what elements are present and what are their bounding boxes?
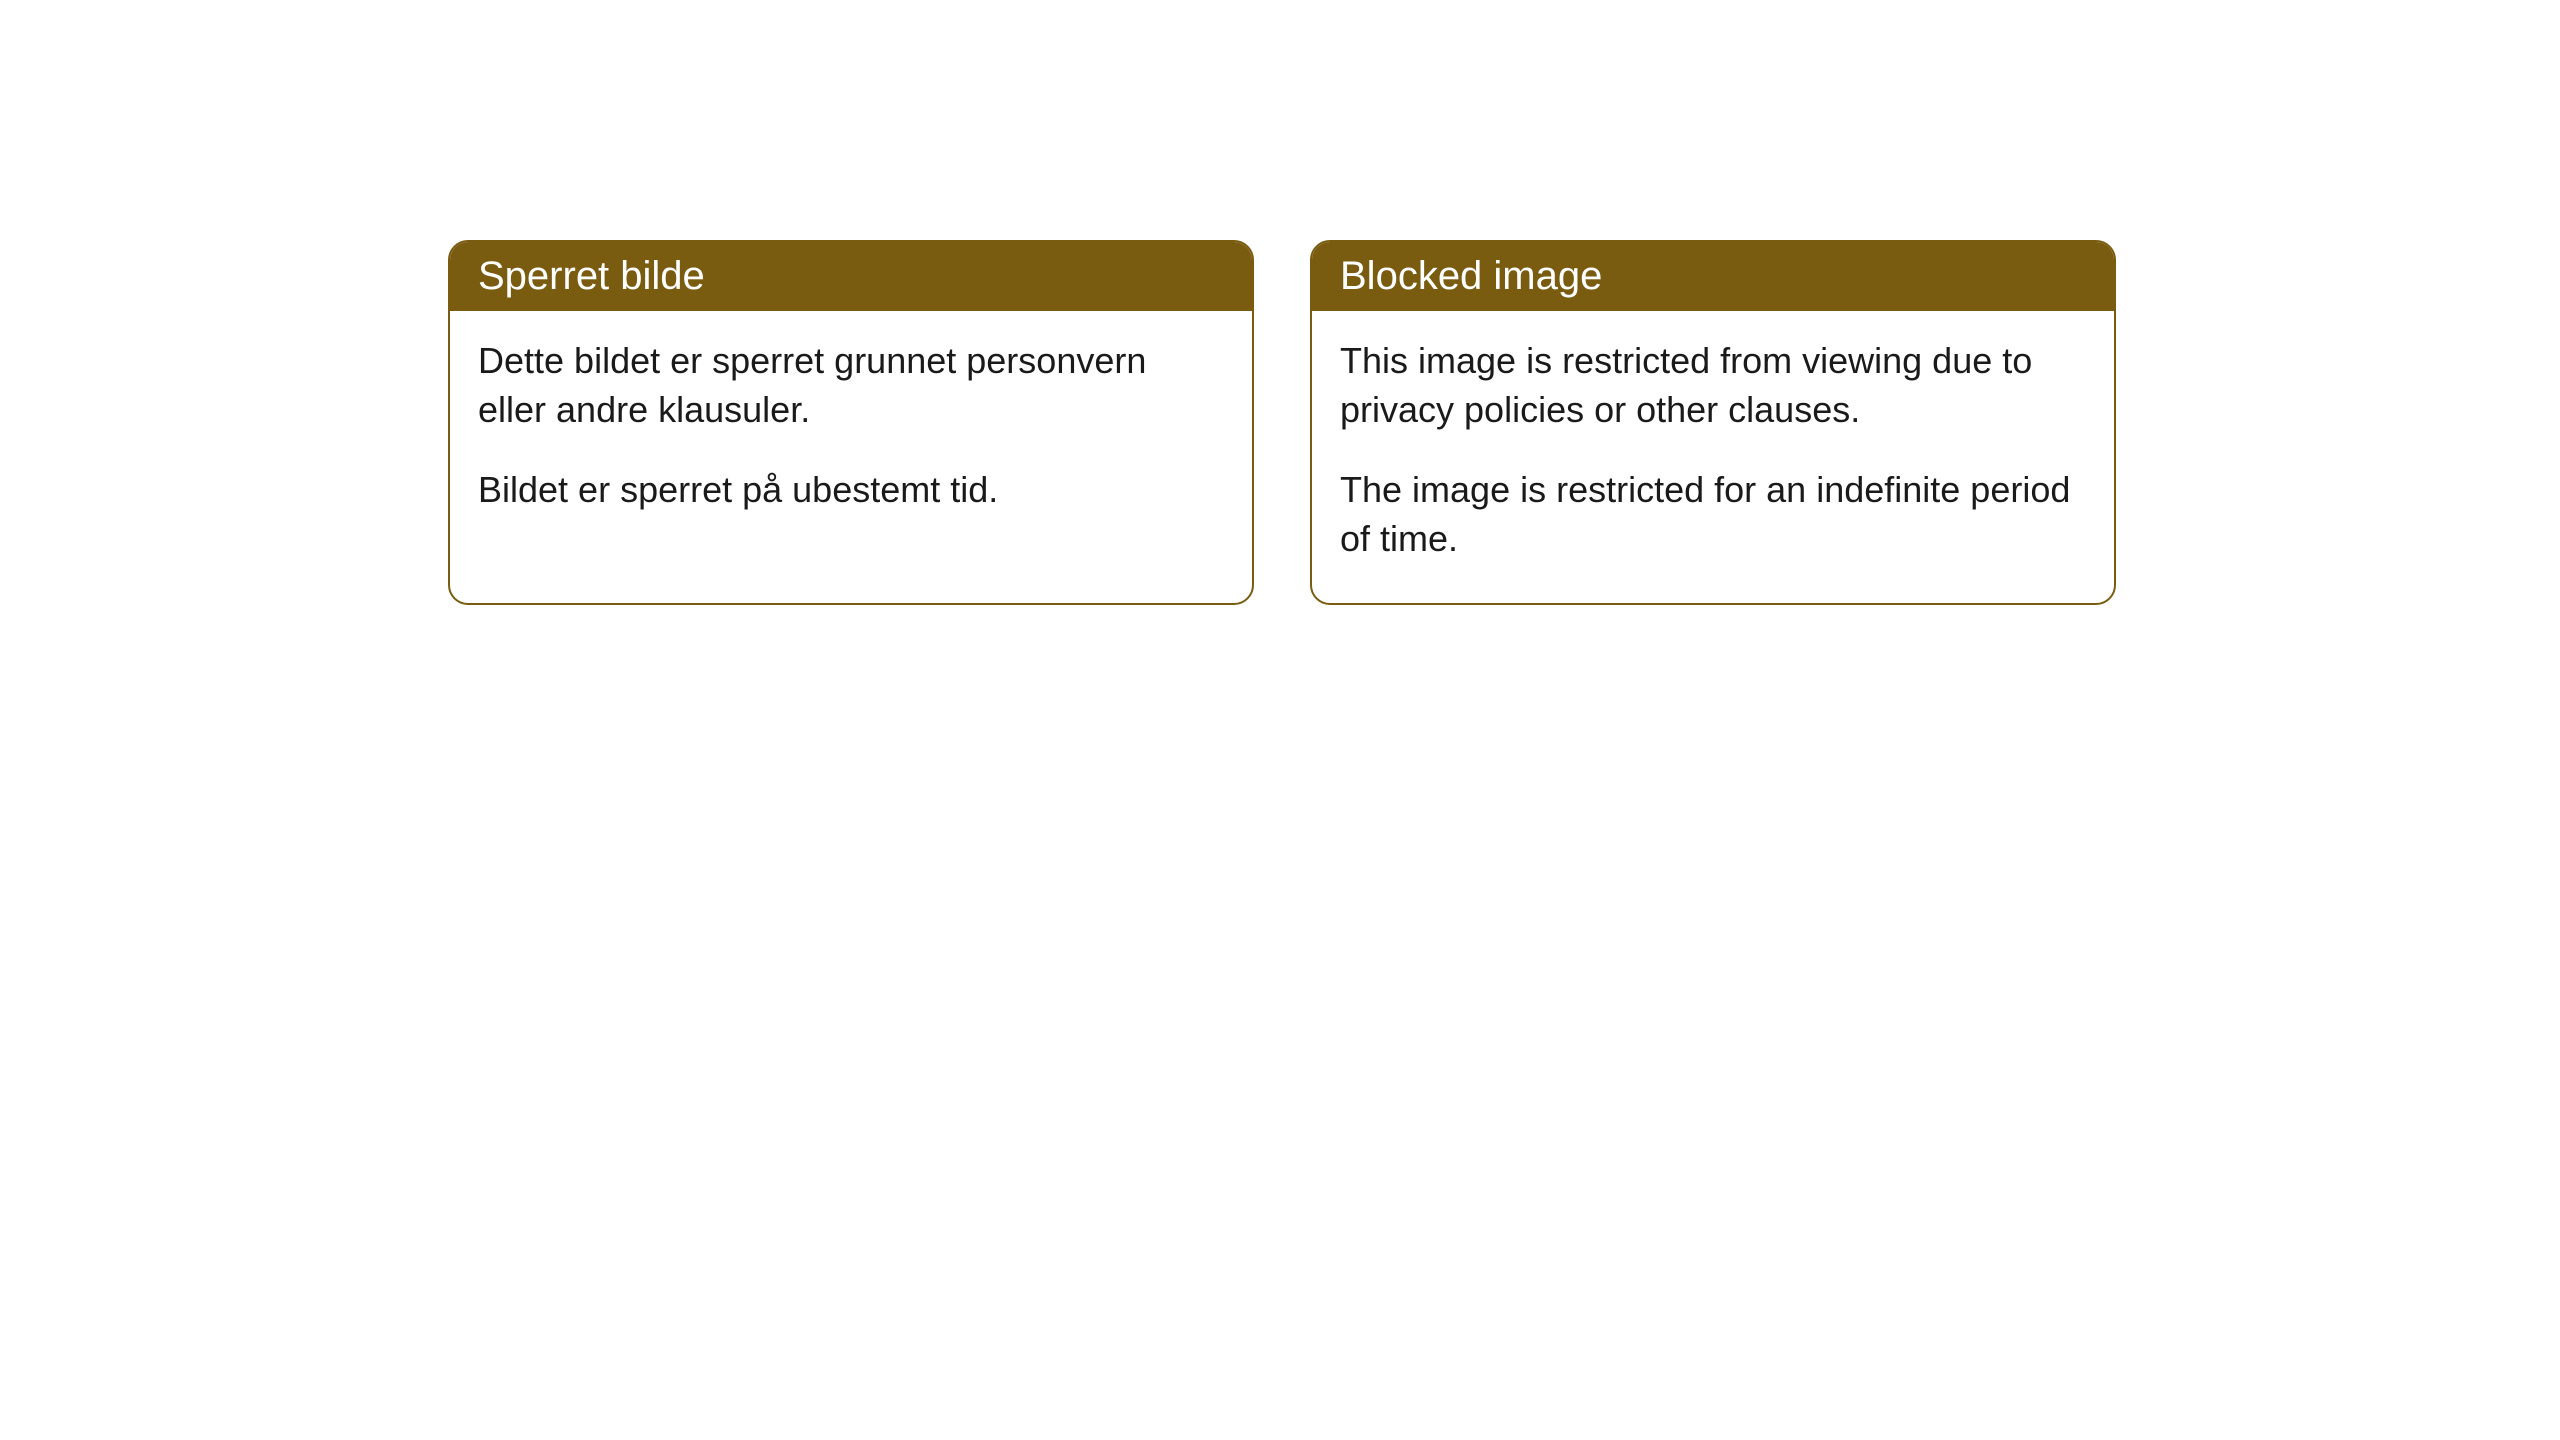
card-title: Sperret bilde [478,254,705,298]
card-body-english: This image is restricted from viewing du… [1312,311,2114,603]
blocked-image-card-norwegian: Sperret bilde Dette bildet er sperret gr… [448,240,1254,605]
card-body-norwegian: Dette bildet er sperret grunnet personve… [450,311,1252,555]
blocked-image-card-english: Blocked image This image is restricted f… [1310,240,2116,605]
card-paragraph-1: This image is restricted from viewing du… [1340,337,2086,434]
card-title: Blocked image [1340,254,1602,298]
notice-cards-container: Sperret bilde Dette bildet er sperret gr… [448,240,2116,605]
card-paragraph-2: The image is restricted for an indefinit… [1340,466,2086,563]
card-paragraph-1: Dette bildet er sperret grunnet personve… [478,337,1224,434]
card-header-norwegian: Sperret bilde [450,242,1252,311]
card-header-english: Blocked image [1312,242,2114,311]
card-paragraph-2: Bildet er sperret på ubestemt tid. [478,466,1224,515]
